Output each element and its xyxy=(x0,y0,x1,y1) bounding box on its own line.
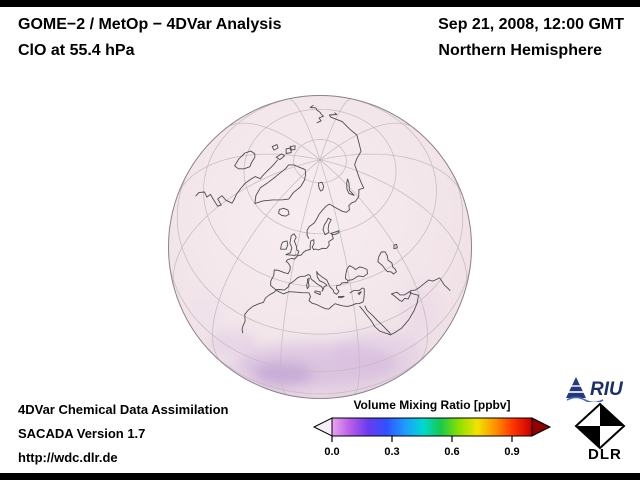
colorbar-tick-marks xyxy=(331,436,513,442)
dlr-logo-emblem xyxy=(574,402,626,450)
colorbar xyxy=(312,417,552,442)
globe-map xyxy=(168,95,472,399)
header-datetime: Sep 21, 2008, 12:00 GMT xyxy=(438,16,624,33)
colorbar-title: Volume Mixing Ratio [ppbv] xyxy=(353,398,511,412)
globe-limb-outline xyxy=(168,95,472,399)
colorbar-tick-label: 0.0 xyxy=(324,446,340,458)
colorbar-tick-label: 0.6 xyxy=(444,446,460,458)
colorbar-over-arrow xyxy=(531,417,552,437)
colorbar-under-arrow xyxy=(312,417,333,437)
bottom-border xyxy=(0,473,640,480)
colorbar-tick-label: 0.3 xyxy=(384,446,400,458)
riu-logo-text: RIU xyxy=(590,379,624,400)
colorbar-gradient xyxy=(331,417,533,437)
globe-orthographic-projection xyxy=(168,95,472,399)
graticule-lines xyxy=(169,96,471,396)
coastlines xyxy=(195,104,451,336)
header-subtitle: ClO at 55.4 hPa xyxy=(18,42,135,59)
colorbar-tick-label: 0.9 xyxy=(504,446,520,458)
footer-line-url: http://wdc.dlr.de xyxy=(18,450,118,465)
riu-logo: RIU xyxy=(566,377,624,402)
header-region: Northern Hemisphere xyxy=(438,42,602,59)
dlr-logo-text: DLR xyxy=(588,446,622,463)
top-border xyxy=(0,0,640,7)
footer-line-version: SACADA Version 1.7 xyxy=(18,426,146,441)
footer-line-assimilation: 4DVar Chemical Data Assimilation xyxy=(18,402,229,417)
header-title: GOME−2 / MetOp − 4DVar Analysis xyxy=(18,16,282,33)
